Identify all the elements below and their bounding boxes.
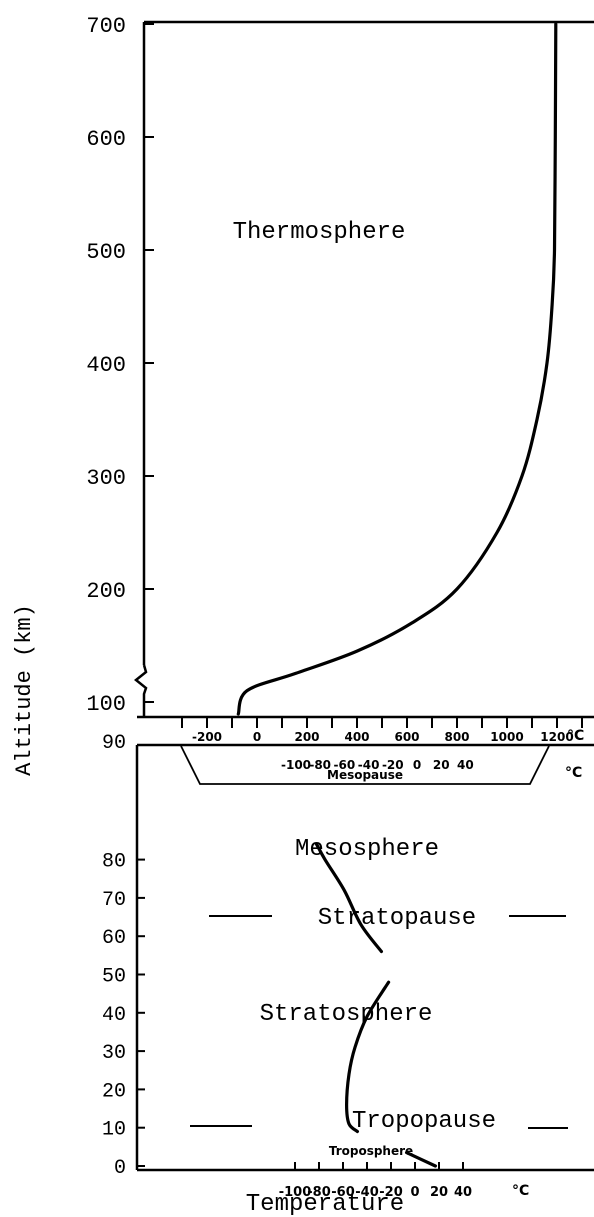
lower-y-tick-label: 10 (102, 1119, 126, 1142)
mesopause-x-tick-label: -100 (281, 758, 311, 772)
lower-y-tick-label: 80 (102, 851, 126, 874)
label-thermosphere: Thermosphere (233, 219, 406, 246)
mesopause-scale-unit: °C (565, 765, 582, 781)
lower-x-tick-label: -20 (379, 1185, 403, 1200)
mesopause-x-tick-label: -60 (334, 758, 356, 772)
lower-x-tick-label: -100 (279, 1185, 312, 1200)
mesosphere-temperature-curve (315, 842, 383, 954)
lower-x-tick-label: 20 (430, 1185, 448, 1200)
upper-y-tick-label: 100 (86, 692, 126, 717)
lower-x-tick-label: -80 (307, 1185, 331, 1200)
lower-y-tick-label: 70 (102, 889, 126, 912)
upper-x-tick-label: 600 (394, 730, 419, 744)
mesopause-x-tick-label: 20 (433, 758, 450, 772)
upper-x-tick-label: 200 (294, 730, 319, 744)
label-troposphere: Troposphere (329, 1144, 413, 1158)
mesopause-x-tick-label: 0 (413, 758, 421, 772)
upper-y-tick-label: 200 (86, 579, 126, 604)
axis-break-mark (133, 664, 148, 717)
upper-y-tick-label: 500 (86, 240, 126, 265)
upper-x-tick-label: 400 (344, 730, 369, 744)
label-stratosphere: Stratosphere (260, 1001, 433, 1028)
lower-y-tick-label: 0 (114, 1157, 126, 1180)
lower-y-tick-label: 30 (102, 1042, 126, 1065)
upper-y-tick-label: 600 (86, 127, 126, 152)
upper-x-tick-label: 1000 (490, 730, 523, 744)
mesopause-x-tick-label: -40 (358, 758, 380, 772)
lower-scale-unit: °C (512, 1183, 529, 1199)
lower-y-tick-label: 60 (102, 927, 126, 950)
lower-x-tick-label: -40 (355, 1185, 379, 1200)
stratosphere-temperature-curve (344, 980, 391, 1134)
upper-x-tick-label: 0 (253, 730, 261, 744)
lower-y-tick-label: 20 (102, 1080, 126, 1103)
lower-y-tick-label: 90 (102, 732, 126, 755)
troposphere-temperature-curve (405, 1151, 437, 1168)
lower-x-tick-label: 40 (454, 1185, 472, 1200)
upper-y-tick-label: 300 (86, 466, 126, 491)
label-mesosphere: Mesosphere (295, 836, 439, 863)
upper-scale-unit: °C (567, 728, 584, 744)
mesopause-x-tick-label: -80 (309, 758, 331, 772)
label-tropopause: Tropopause (352, 1108, 496, 1135)
lower-x-tick-label: -60 (331, 1185, 355, 1200)
upper-x-tick-label: -200 (192, 730, 222, 744)
upper-x-tick-label: 1200 (540, 730, 573, 744)
upper-y-tick-label: 400 (86, 353, 126, 378)
thermosphere-temperature-curve (236, 22, 558, 716)
lower-y-tick-label: 50 (102, 966, 126, 989)
x-axis-title: Temperature (246, 1191, 404, 1217)
mesopause-x-tick-label: -20 (382, 758, 404, 772)
label-mesopause: Mesopause (327, 768, 403, 782)
lower-x-tick-label: 0 (410, 1185, 419, 1200)
mesopause-x-tick-label: 40 (457, 758, 474, 772)
upper-y-tick-label: 700 (86, 14, 126, 39)
upper-x-tick-label: 800 (444, 730, 469, 744)
lower-y-tick-label: 40 (102, 1004, 126, 1027)
label-stratopause: Stratopause (318, 905, 476, 932)
mesopause-bracket (180, 745, 550, 785)
y-axis-title: Altitude (km) (12, 604, 37, 776)
